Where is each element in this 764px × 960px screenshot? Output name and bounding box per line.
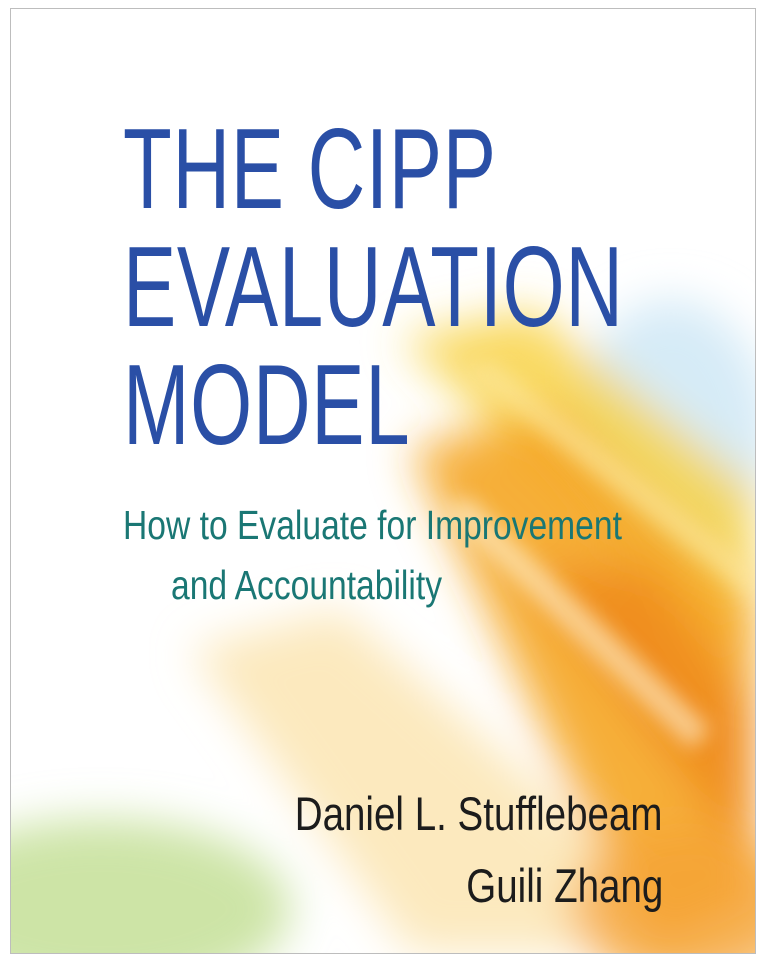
title-line-1: THE CIPP [123, 106, 497, 233]
book-cover: THE CIPP EVALUATION MODEL How to Evaluat… [10, 8, 756, 954]
title-line-2: EVALUATION [123, 224, 624, 351]
title-line-3: MODEL [123, 342, 411, 469]
pale-band [191, 609, 631, 953]
author-2: Guili Zhang [465, 859, 663, 912]
subtitle-line-2: and Accountability [171, 562, 443, 608]
subtitle-line-1: How to Evaluate for Improvement [123, 502, 622, 548]
orange-corner [571, 829, 755, 953]
author-1: Daniel L. Stufflebeam [295, 787, 663, 840]
green-tint [11, 819, 291, 953]
cover-artwork [11, 299, 755, 953]
